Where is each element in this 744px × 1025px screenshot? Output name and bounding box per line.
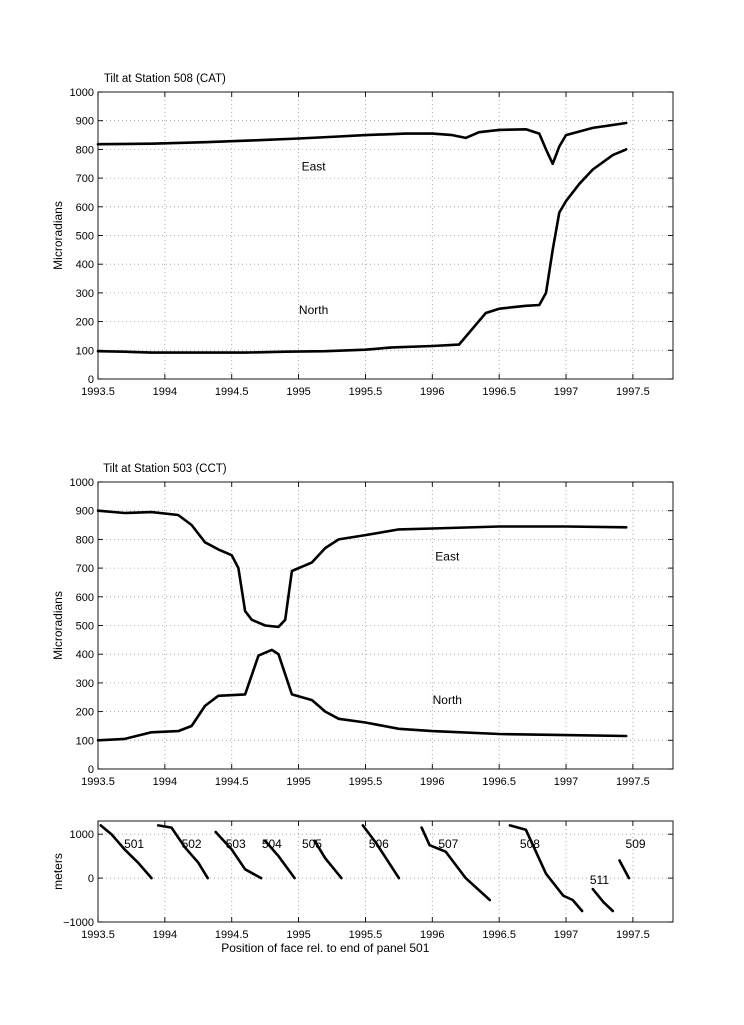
y-tick-label: 700: [76, 173, 94, 185]
y-tick-label: 500: [76, 621, 94, 633]
chart-panel-2: 1993.5 1994 1994.5 1995 1995.5 1996 1996.5 1997…: [51, 463, 674, 788]
series-line-507: [420, 826, 492, 902]
series-label: 504: [262, 837, 282, 851]
plot-frame: [97, 820, 674, 923]
y-tick-label: 100: [76, 735, 94, 747]
y-tick-label: 600: [76, 202, 94, 214]
annotation-label: East: [435, 550, 460, 564]
y-tick-label: 400: [76, 649, 94, 661]
x-tick-label: 1995.5: [349, 386, 383, 398]
y-tick-label: −1000: [63, 917, 94, 929]
x-tick-label: 1996: [420, 776, 444, 788]
x-tick-label: 1997.5: [616, 776, 650, 788]
series-line-501: [99, 824, 153, 880]
series-label: 501: [124, 837, 144, 851]
x-tick-label: 1994.5: [215, 776, 249, 788]
y-tick-label: 100: [76, 345, 94, 357]
y-tick-label: 500: [76, 231, 94, 243]
y-axis-label: Microradians: [51, 201, 65, 270]
x-tick-label: 1997: [554, 386, 578, 398]
x-tick-label: 1996: [420, 386, 444, 398]
y-tick-label: 900: [76, 506, 94, 518]
y-tick-label: 800: [76, 534, 94, 546]
annotation-label: North: [299, 303, 328, 317]
y-tick-label: 400: [76, 259, 94, 271]
series-line-511: [591, 887, 615, 913]
x-tick-label: 1995: [286, 386, 310, 398]
x-tick-label: 1993.5: [81, 386, 115, 398]
series-line-508: [508, 824, 584, 913]
y-tick-label: 200: [76, 707, 94, 719]
series-label: 507: [438, 837, 458, 851]
x-tick-label: 1996.5: [482, 386, 516, 398]
series-line-505: [313, 839, 343, 880]
series-label: 509: [626, 837, 646, 851]
y-tick-label: 200: [76, 317, 94, 329]
y-tick-label: 0: [88, 374, 94, 386]
y-tick-label: 1000: [70, 829, 94, 841]
x-tick-label: 1996: [420, 929, 444, 941]
annotation-label: North: [433, 693, 462, 707]
x-tick-label: 1997: [554, 776, 578, 788]
y-tick-label: 600: [76, 592, 94, 604]
x-tick-label: 1997.5: [616, 386, 650, 398]
series-line-503: [214, 830, 263, 880]
x-tick-label: 1995.5: [349, 776, 383, 788]
chart-panel-3: 1993.5 1994 1994.5 1995 1995.5 1996 1996.5 1997…: [51, 820, 674, 955]
chart-panel-1: 1993.5 1994 1994.5 1995 1995.5 1996 1996.5 1997…: [51, 73, 674, 398]
x-tick-label: 1993.5: [81, 776, 115, 788]
y-tick-label: 0: [88, 764, 94, 776]
x-tick-label: 1997: [554, 929, 578, 941]
x-tick-label: 1995: [286, 776, 310, 788]
y-axis-label: meters: [51, 853, 65, 890]
series-line-2: [96, 648, 628, 742]
x-tick-label: 1996.5: [482, 776, 516, 788]
y-tick-label: 1000: [70, 477, 94, 489]
series-label: 508: [520, 837, 540, 851]
y-tick-label: 300: [76, 288, 94, 300]
x-tick-label: 1997.5: [616, 929, 650, 941]
chart-title: Tilt at Station 508 (CAT): [104, 73, 226, 85]
series-line-506: [361, 824, 401, 880]
series-line-502: [156, 824, 209, 880]
x-axis-label: Position of face rel. to end of panel 50…: [221, 941, 429, 955]
x-tick-label: 1994.5: [215, 386, 249, 398]
series-label: 502: [182, 837, 202, 851]
series-line-2: [96, 148, 628, 354]
series-line-1: [96, 509, 628, 629]
series-line-1: [96, 121, 628, 166]
x-tick-label: 1995.5: [349, 929, 383, 941]
y-tick-label: 800: [76, 144, 94, 156]
x-tick-label: 1994.5: [215, 929, 249, 941]
y-tick-label: 900: [76, 116, 94, 128]
series-line-504: [263, 839, 296, 880]
x-tick-label: 1994: [153, 929, 177, 941]
series-label: 505: [302, 837, 322, 851]
series-label: 511: [590, 873, 609, 887]
series-line-509: [618, 859, 631, 880]
x-tick-label: 1996.5: [482, 929, 516, 941]
y-tick-label: 300: [76, 678, 94, 690]
y-tick-label: 1000: [70, 87, 94, 99]
y-tick-label: 0: [88, 873, 94, 885]
chart-title: Tilt at Station 503 (CCT): [103, 463, 227, 475]
x-tick-label: 1994: [153, 386, 177, 398]
annotation-label: East: [302, 160, 327, 174]
x-tick-label: 1993.5: [81, 929, 115, 941]
y-tick-label: 700: [76, 563, 94, 575]
series-label: 506: [369, 837, 389, 851]
x-tick-label: 1994: [153, 776, 177, 788]
series-label: 503: [226, 837, 246, 851]
y-axis-label: Microradians: [51, 591, 65, 660]
x-tick-label: 1995: [286, 929, 310, 941]
